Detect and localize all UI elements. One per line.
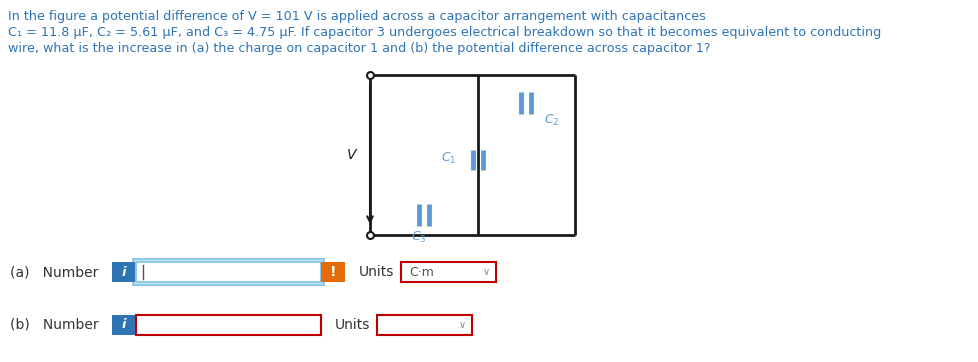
FancyBboxPatch shape — [377, 315, 471, 335]
Text: In the figure a potential difference of V = 101 V is applied across a capacitor : In the figure a potential difference of … — [8, 10, 705, 23]
Text: $C_3$: $C_3$ — [411, 230, 426, 245]
Text: $C_2$: $C_2$ — [544, 113, 559, 128]
Text: (a)   Number: (a) Number — [10, 265, 98, 279]
Text: $C_1$: $C_1$ — [440, 151, 456, 165]
Text: (b)   Number: (b) Number — [10, 318, 99, 332]
FancyBboxPatch shape — [136, 315, 321, 335]
Text: C·m: C·m — [409, 265, 433, 278]
FancyBboxPatch shape — [111, 262, 136, 282]
Text: !: ! — [330, 265, 335, 279]
Text: wire, what is the increase in (a) the charge on capacitor 1 and (b) the potentia: wire, what is the increase in (a) the ch… — [8, 42, 710, 55]
FancyBboxPatch shape — [111, 315, 136, 335]
FancyBboxPatch shape — [401, 262, 496, 282]
FancyBboxPatch shape — [133, 259, 324, 285]
Text: C₁ = 11.8 μF, C₂ = 5.61 μF, and C₃ = 4.75 μF. If capacitor 3 undergoes electrica: C₁ = 11.8 μF, C₂ = 5.61 μF, and C₃ = 4.7… — [8, 26, 880, 39]
Text: i: i — [121, 265, 126, 278]
Text: Units: Units — [359, 265, 394, 279]
Text: Units: Units — [334, 318, 370, 332]
Text: i: i — [121, 319, 126, 332]
FancyBboxPatch shape — [321, 262, 344, 282]
Text: ∨: ∨ — [482, 267, 489, 277]
FancyBboxPatch shape — [136, 262, 321, 282]
Text: ∨: ∨ — [458, 320, 466, 330]
Text: V: V — [346, 148, 356, 162]
